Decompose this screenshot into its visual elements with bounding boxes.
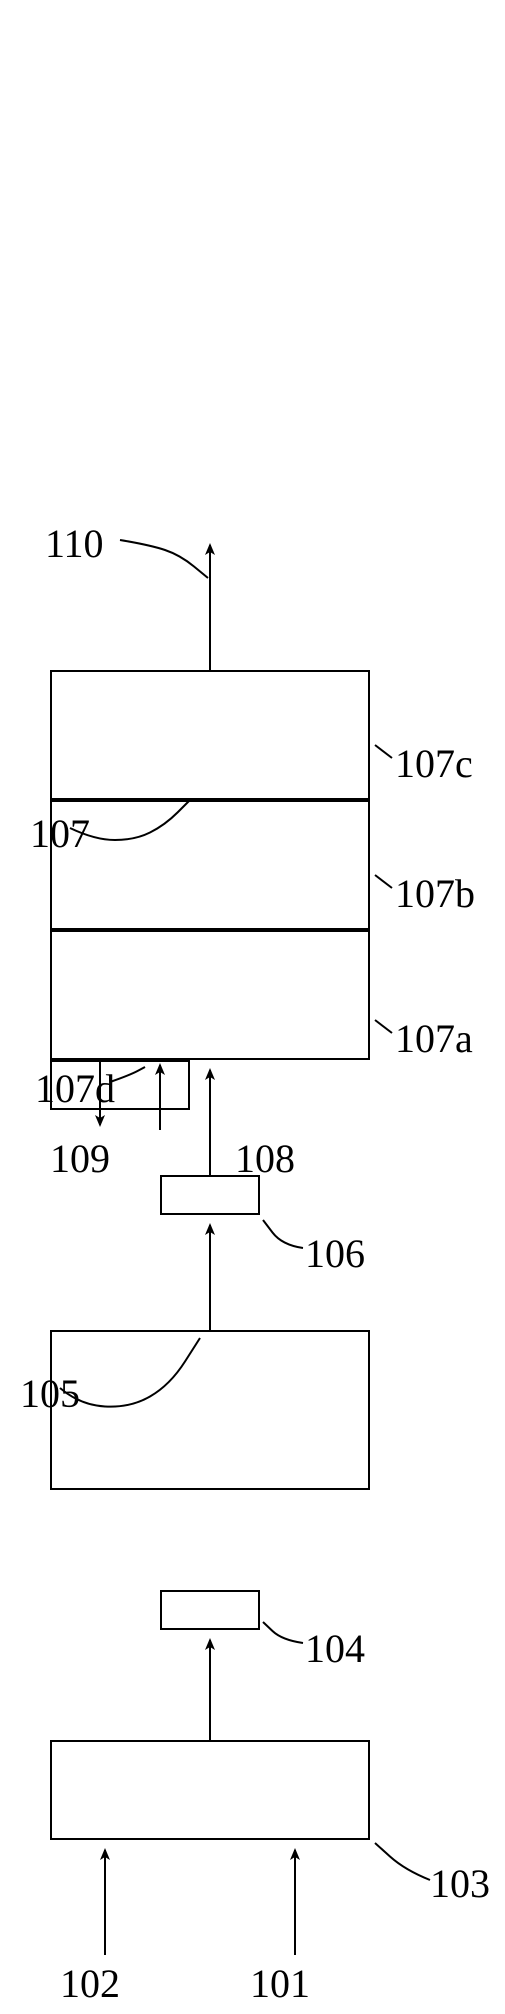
label-107b: 107b [395,870,475,917]
label-107d: 107d [35,1065,115,1112]
box-104 [160,1590,260,1630]
box-105 [50,1330,370,1490]
box-107a [50,930,370,1060]
box-103 [50,1740,370,1840]
label-106: 106 [305,1230,365,1277]
box-107c [50,670,370,800]
label-110: 110 [45,520,104,567]
label-107c: 107c [395,740,473,787]
label-104: 104 [305,1625,365,1672]
label-109: 109 [50,1135,110,1182]
box-107b [50,800,370,930]
diagram-canvas: 101 102 103 104 105 106 107 107a 107b 10… [0,0,505,2014]
label-108: 108 [235,1135,295,1182]
label-107a: 107a [395,1015,473,1062]
label-101: 101 [250,1960,310,2007]
label-103: 103 [430,1860,490,1907]
label-105: 105 [20,1370,80,1417]
label-107: 107 [30,810,90,857]
label-102: 102 [60,1960,120,2007]
